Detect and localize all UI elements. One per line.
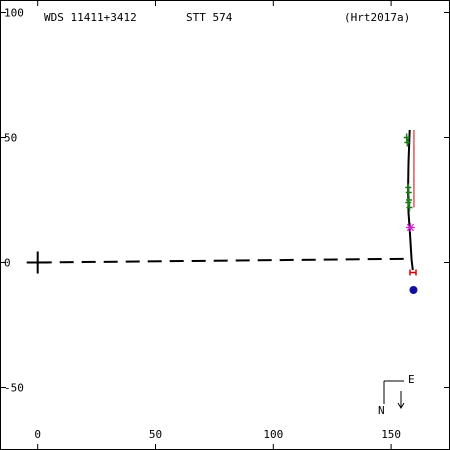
chart-marks <box>26 129 418 294</box>
compass-east-label: E <box>408 373 415 386</box>
y-tick-label: 100 <box>4 7 24 20</box>
predicted-position-dot <box>409 286 418 294</box>
y-tick-label: 0 <box>4 257 11 270</box>
header-reference: (Hrt2017a) <box>344 11 410 24</box>
orbit-arc <box>407 129 414 271</box>
header-designation: STT 574 <box>186 11 233 24</box>
node-line <box>37 257 412 264</box>
compass: N E <box>378 373 415 417</box>
header-wds-id: WDS 11411+3412 <box>44 11 137 24</box>
y-tick-label: 50 <box>4 132 17 145</box>
star-marker-icon <box>406 223 415 232</box>
x-tick-label: 100 <box>263 428 283 441</box>
y-tick-label: -50 <box>4 382 24 395</box>
x-tick-label: 150 <box>381 428 401 441</box>
arrow-head-icon <box>397 402 405 409</box>
x-tick-label: 50 <box>149 428 162 441</box>
x-tick-label: 0 <box>34 428 41 441</box>
compass-north-label: N <box>378 404 385 417</box>
